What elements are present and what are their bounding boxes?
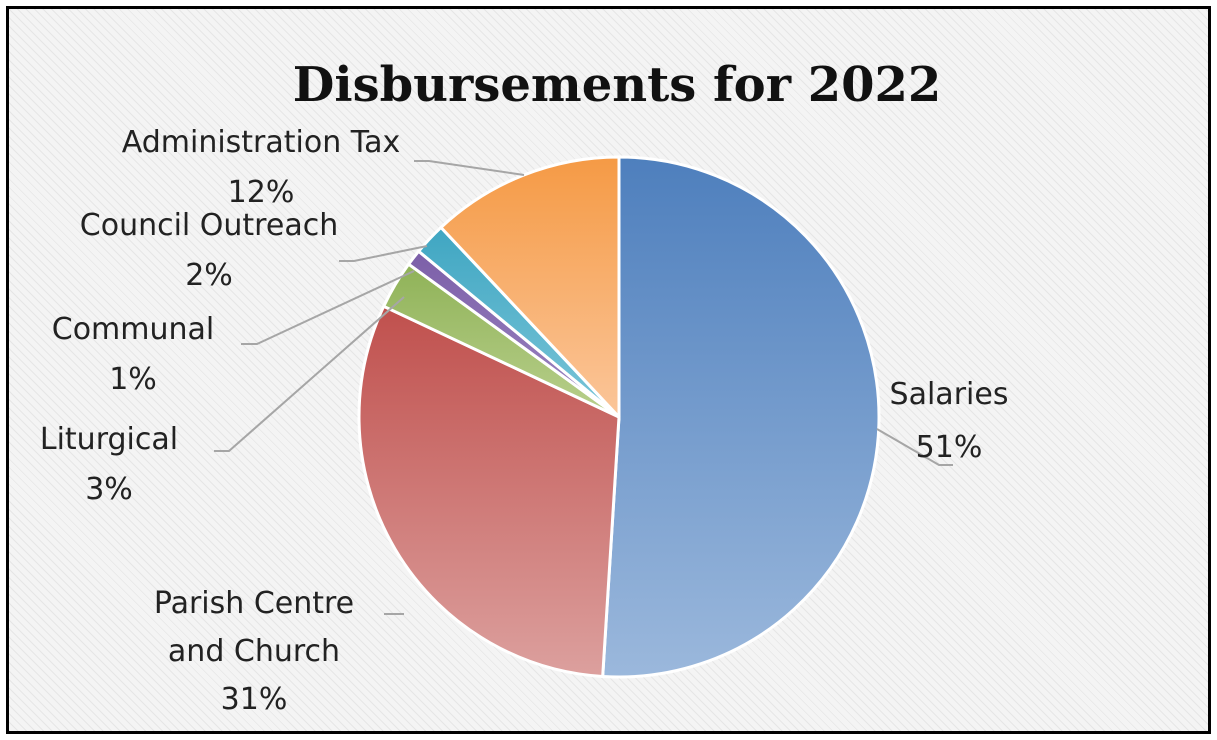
pie-slices [357, 155, 881, 679]
label-council-outreach: Council Outreach 2% [80, 208, 338, 293]
chart-title: Disbursements for 2022 [293, 57, 942, 113]
label-liturgical: Liturgical 3% [40, 422, 178, 507]
leader-line-administration-tax [414, 160, 525, 176]
data-labels: Salaries 51% Parish Centre and Church 31% Lit… [40, 125, 1009, 717]
chart-frame: Disbursements for 2022 Salaries 51% Parish… [6, 6, 1211, 734]
leader-line-liturgical [214, 296, 405, 452]
slice-parish-centre-and-church [357, 304, 621, 679]
label-parish-centre-and-church: Parish Centre and Church 31% [154, 586, 354, 717]
label-administration-tax: Administration Tax 12% [122, 125, 401, 210]
slice-salaries [601, 155, 881, 679]
label-communal: Communal 1% [52, 312, 215, 397]
label-salaries: Salaries 51% [890, 377, 1009, 465]
leader-lines [214, 160, 953, 615]
leader-line-council-outreach [339, 245, 428, 262]
leader-line-salaries [876, 428, 953, 466]
leader-line-communal [241, 270, 415, 345]
pie-chart: Disbursements for 2022 Salaries 51% Parish… [40, 57, 1009, 717]
